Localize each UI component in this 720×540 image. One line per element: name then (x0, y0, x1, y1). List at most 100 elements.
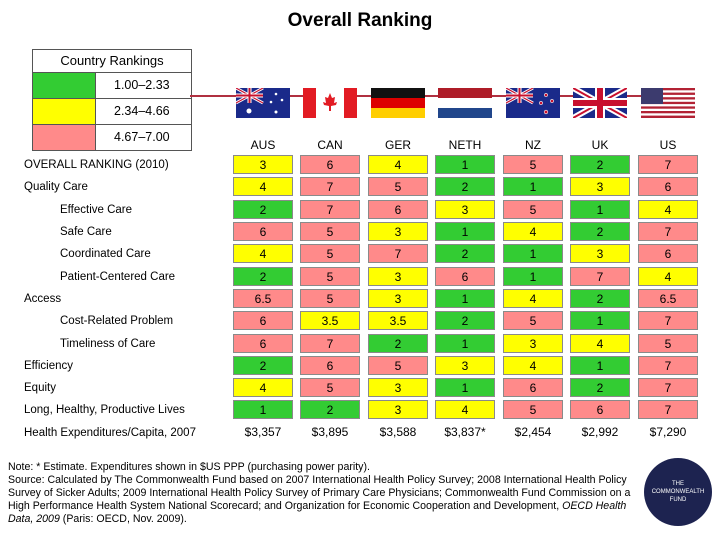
table-cell: 6 (233, 334, 293, 353)
table-cell: 2 (435, 177, 495, 196)
table-cell: 2 (570, 222, 630, 241)
table-cell: 2 (435, 244, 495, 263)
netherlands-flag-icon (438, 88, 492, 118)
logo-line: FUND (669, 497, 687, 503)
table-cell: 2 (570, 289, 630, 308)
table-cell: 1 (233, 400, 293, 419)
table-cell: 6 (435, 267, 495, 286)
table-cell: 5 (368, 177, 428, 196)
table-cell: 4 (368, 155, 428, 174)
table-cell: 7 (638, 155, 698, 174)
legend-row: 1.00–2.33 (33, 73, 191, 99)
table-cell: 3 (368, 400, 428, 419)
table-cell: 6 (233, 222, 293, 241)
note-line: Note: * Estimate. Expenditures shown in … (8, 461, 370, 473)
table-cell: 7 (638, 311, 698, 330)
table-cell: 3.5 (300, 311, 360, 330)
source-text: Source: Calculated by The Commonwealth F… (8, 474, 631, 512)
table-cell: 7 (638, 400, 698, 419)
table-cell: 4 (503, 289, 563, 308)
legend-swatch-red (33, 125, 96, 150)
table-cell: 5 (368, 356, 428, 375)
table-cell: $3,357 (233, 423, 293, 442)
column-header: CAN (317, 138, 343, 152)
table-cell: 4 (638, 267, 698, 286)
table-cell: 7 (300, 200, 360, 219)
legend-heading: Country Rankings (33, 50, 191, 73)
table-cell: 2 (233, 356, 293, 375)
table-cell: 3.5 (368, 311, 428, 330)
table-cell: $3,837* (435, 423, 495, 442)
table-cell: 3 (368, 378, 428, 397)
table-cell: 3 (570, 177, 630, 196)
table-cell: 7 (300, 334, 360, 353)
table-cell: 5 (638, 334, 698, 353)
table-cell: 4 (233, 177, 293, 196)
column-header: GER (384, 138, 411, 152)
table-cell: 6 (570, 400, 630, 419)
table-cell: 7 (368, 244, 428, 263)
table-cell: 1 (435, 289, 495, 308)
table-cell: 5 (300, 244, 360, 263)
commonwealth-fund-logo: THE COMMONWEALTH FUND (644, 458, 712, 526)
table-cell: 2 (233, 267, 293, 286)
row-label: Timeliness of Care (60, 338, 156, 350)
table-cell: 2 (435, 311, 495, 330)
legend-box: Country Rankings 1.00–2.33 2.34–4.66 4.6… (32, 49, 192, 151)
table-cell: 3 (435, 200, 495, 219)
germany-flag-icon (371, 88, 425, 118)
table-cell: $3,588 (368, 423, 428, 442)
table-cell: 7 (638, 378, 698, 397)
legend-row: 4.67–7.00 (33, 125, 191, 150)
table-cell: 4 (503, 356, 563, 375)
table-cell: 6.5 (233, 289, 293, 308)
row-label: Health Expenditures/Capita, 2007 (24, 427, 196, 439)
footnote: Note: * Estimate. Expenditures shown in … (8, 461, 638, 526)
row-label: Effective Care (60, 204, 133, 216)
table-cell: $2,454 (503, 423, 563, 442)
column-header: US (659, 138, 677, 152)
table-cell: 7 (300, 177, 360, 196)
row-label: Safe Care (60, 226, 112, 238)
row-label: Cost-Related Problem (60, 315, 174, 327)
table-cell: 5 (503, 311, 563, 330)
table-cell: 6 (233, 311, 293, 330)
table-cell: 4 (233, 244, 293, 263)
table-cell: 5 (300, 267, 360, 286)
row-label: Equity (24, 382, 56, 394)
table-cell: 2 (233, 200, 293, 219)
table-cell: 5 (300, 289, 360, 308)
table-cell: $2,992 (570, 423, 630, 442)
table-cell: 1 (435, 155, 495, 174)
table-cell: 1 (570, 311, 630, 330)
column-header: AUS (250, 138, 276, 152)
table-cell: 5 (503, 200, 563, 219)
row-label: OVERALL RANKING (2010) (24, 159, 169, 171)
page-title: Overall Ranking (287, 10, 433, 31)
table-cell: 6 (300, 356, 360, 375)
table-cell: 4 (503, 222, 563, 241)
table-cell: 6 (368, 200, 428, 219)
table-cell: 3 (368, 289, 428, 308)
column-header: UK (591, 138, 609, 152)
table-cell: 2 (368, 334, 428, 353)
table-cell: $7,290 (638, 423, 698, 442)
table-cell: 7 (570, 267, 630, 286)
table-cell: 4 (435, 400, 495, 419)
source-end: (Paris: OECD, Nov. 2009). (59, 513, 187, 525)
us-flag-icon (641, 88, 695, 118)
new-zealand-flag-icon (506, 88, 560, 118)
legend-label: 2.34–4.66 (96, 99, 191, 124)
table-cell: 1 (503, 267, 563, 286)
legend-row: 2.34–4.66 (33, 99, 191, 125)
row-label: Access (24, 293, 62, 305)
table-cell: 4 (570, 334, 630, 353)
table-cell: 4 (233, 378, 293, 397)
legend-swatch-green (33, 73, 96, 98)
legend-label: 4.67–7.00 (96, 125, 191, 150)
table-cell: 3 (368, 267, 428, 286)
table-cell: 5 (300, 222, 360, 241)
table-cell: 2 (570, 378, 630, 397)
column-header: NETH (448, 138, 482, 152)
table-cell: 6 (638, 244, 698, 263)
